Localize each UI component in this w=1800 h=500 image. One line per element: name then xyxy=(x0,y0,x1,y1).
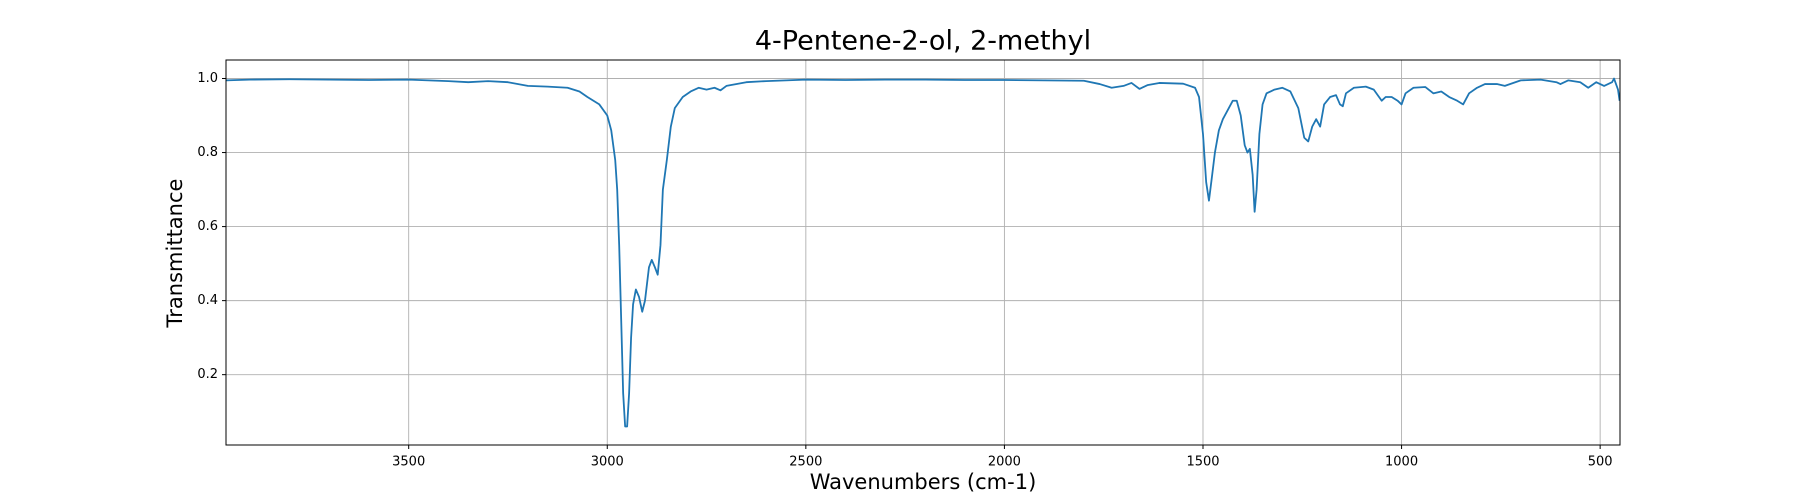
chart-title: 4-Pentene-2-ol, 2-methyl xyxy=(755,26,1091,57)
y-tick-label: 0.6 xyxy=(197,219,218,234)
y-tick-label: 1.0 xyxy=(197,71,218,86)
x-tick-label: 2500 xyxy=(789,455,822,470)
x-tick-label: 3000 xyxy=(591,455,624,470)
y-tick-label: 0.2 xyxy=(197,367,218,382)
spectrum-line xyxy=(225,77,1621,428)
x-tick-label: 2000 xyxy=(988,455,1021,470)
y-tick-label: 0.4 xyxy=(197,293,218,308)
y-tick-label: 0.8 xyxy=(197,145,218,160)
y-axis-label: Transmittance xyxy=(163,179,187,329)
x-tick-label: 500 xyxy=(1588,455,1613,470)
x-axis-label: Wavenumbers (cm-1) xyxy=(810,470,1037,494)
x-tick-label: 1000 xyxy=(1385,455,1418,470)
x-tick-label: 1500 xyxy=(1186,455,1219,470)
plot-frame xyxy=(225,59,1621,446)
x-tick-label: 3500 xyxy=(392,455,425,470)
